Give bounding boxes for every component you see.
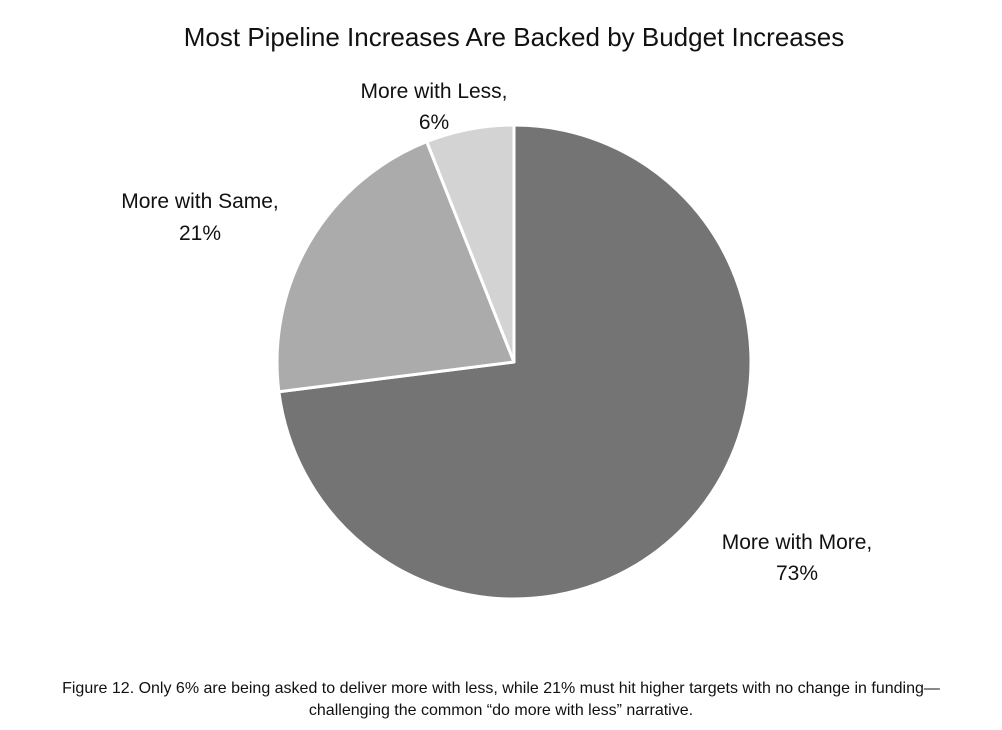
slice-label-more-with-less: More with Less, 6% (360, 80, 507, 134)
slice-label-text: More with Less, (360, 80, 507, 103)
slice-value-label: 21% (179, 222, 221, 245)
slice-label-text: More with Same, (121, 190, 279, 213)
slice-label-text: More with More, (722, 531, 873, 554)
figure-caption: Figure 12. Only 6% are being asked to de… (20, 678, 982, 722)
slice-value-label: 73% (776, 562, 818, 585)
slice-label-more-with-same: More with Same, 21% (121, 190, 279, 245)
pie-slice-more-with-less (425, 123, 516, 364)
pie-chart: Most Pipeline Increases Are Backed by Bu… (121, 22, 873, 601)
pie-slices (275, 123, 753, 601)
pie-slice-more-with-same (275, 140, 516, 394)
slice-value-label: 6% (419, 111, 449, 134)
caption-line-1: Figure 12. Only 6% are being asked to de… (62, 680, 940, 697)
chart-title: Most Pipeline Increases Are Backed by Bu… (184, 22, 844, 52)
caption-line-2: challenging the common “do more with les… (308, 702, 694, 719)
slice-label-more-with-more: More with More, 73% (722, 531, 873, 585)
